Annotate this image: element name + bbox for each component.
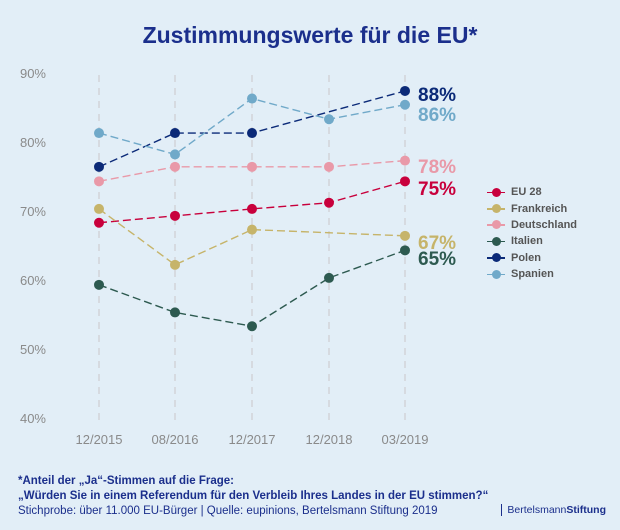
data-point [94, 176, 104, 187]
footnote: *Anteil der „Ja“-Stimmen auf die Frage: … [18, 474, 488, 519]
legend-swatch [487, 220, 505, 230]
x-tick-label: 12/2018 [306, 432, 353, 447]
data-point [324, 161, 334, 172]
end-label: 86% [418, 105, 456, 126]
x-tick-label: 03/2019 [382, 432, 429, 447]
series-line-0 [98, 180, 406, 224]
data-point [170, 128, 180, 139]
legend-swatch [487, 236, 505, 246]
data-point [324, 197, 334, 208]
y-tick-label: 60% [20, 273, 46, 288]
legend-swatch [487, 204, 505, 214]
data-point [94, 203, 104, 214]
legend-swatch [487, 253, 505, 263]
legend-label: Polen [511, 251, 541, 264]
data-point [94, 279, 104, 290]
y-tick-label: 40% [20, 411, 46, 426]
data-point [247, 203, 257, 214]
data-point [170, 210, 180, 221]
end-label: 67% [418, 233, 456, 254]
data-point [94, 217, 104, 228]
end-label: 88% [418, 85, 456, 106]
legend-item: Polen [487, 250, 577, 266]
line-chart: 12/2015 08/2016 12/2017 12/2018 03/2019 40% 50… [20, 66, 456, 447]
series-line-2 [98, 159, 406, 183]
x-tick-label: 08/2016 [152, 432, 199, 447]
legend-item: EU 28 [487, 184, 577, 200]
logo-part2: Stiftung [566, 504, 606, 516]
footnote-line1: *Anteil der „Ja“-Stimmen auf die Frage: [18, 475, 234, 487]
data-point [247, 161, 257, 172]
legend-label: Deutschland [511, 218, 578, 231]
y-tick-label: 90% [20, 66, 46, 81]
x-tick-label: 12/2017 [229, 432, 276, 447]
legend-item: Deutschland [487, 217, 577, 233]
data-point [170, 259, 180, 270]
data-point [94, 128, 104, 139]
end-label: 75% [418, 179, 456, 200]
data-point [400, 230, 410, 241]
y-tick-label: 70% [20, 204, 46, 219]
footnote-source: Stichprobe: über 11.000 EU-Bürger | Quel… [18, 505, 438, 517]
data-point [247, 224, 257, 235]
data-point [400, 245, 410, 256]
data-point [247, 128, 257, 139]
data-point [94, 161, 104, 172]
data-point [400, 99, 410, 110]
series-line-4 [98, 90, 406, 168]
end-label: 78% [418, 157, 456, 178]
y-tick-label: 50% [20, 342, 46, 357]
legend-item: Frankreich [487, 200, 577, 216]
data-point [170, 161, 180, 172]
data-point [324, 114, 334, 125]
series-line-1 [98, 208, 406, 266]
footnote-line2: „Würden Sie in einem Referendum für den … [18, 490, 489, 502]
legend-label: EU 28 [511, 186, 542, 199]
logo: BertelsmannStiftung [501, 504, 606, 516]
data-point [247, 93, 257, 104]
data-point [170, 149, 180, 160]
legend: EU 28 Frankreich Deutschland Italien Polen Sp… [487, 184, 577, 282]
data-point [400, 155, 410, 166]
legend-label: Spanien [511, 268, 554, 281]
legend-swatch [487, 187, 505, 197]
y-tick-label: 80% [20, 135, 46, 150]
data-point [247, 321, 257, 332]
end-label: 65% [418, 249, 456, 270]
x-tick-label: 12/2015 [76, 432, 123, 447]
data-point [400, 176, 410, 187]
chart-title: Zustimmungswerte für die EU* [142, 22, 478, 48]
legend-item: Italien [487, 233, 577, 249]
data-point [324, 272, 334, 283]
logo-part1: Bertelsmann [507, 504, 567, 516]
data-point [170, 307, 180, 318]
data-point [400, 85, 410, 96]
legend-swatch [487, 269, 505, 279]
legend-item: Spanien [487, 266, 577, 282]
legend-label: Frankreich [511, 202, 568, 215]
legend-label: Italien [511, 235, 543, 248]
